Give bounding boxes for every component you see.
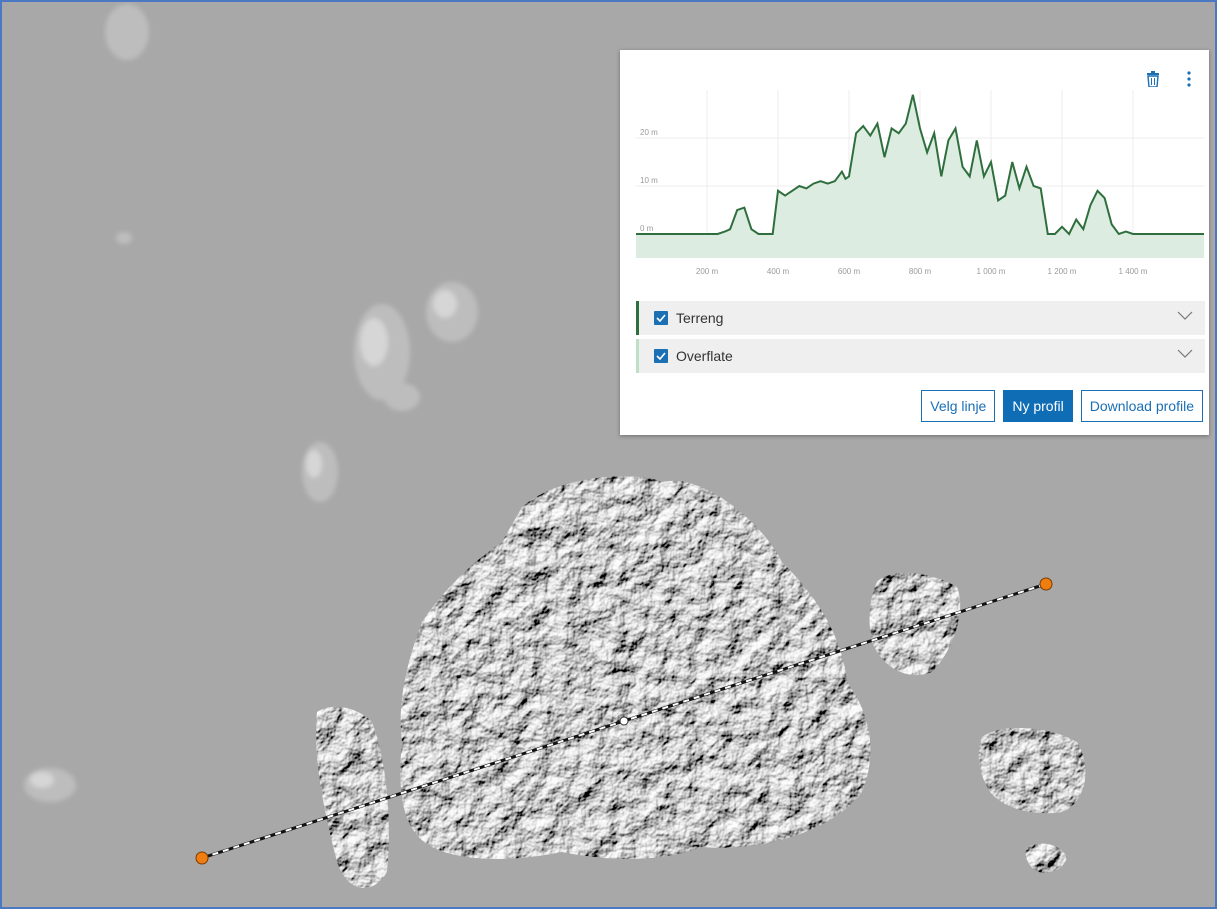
layer-row-terreng[interactable]: Terreng [636, 301, 1205, 335]
y-tick-label: 0 m [640, 224, 654, 233]
main-island-relief [316, 476, 1086, 889]
chevron-down-icon[interactable] [1177, 311, 1193, 321]
checkbox-overflate[interactable] [654, 349, 668, 363]
profile-midpoint-handle[interactable] [619, 716, 629, 726]
terrain-area-fill [636, 94, 1204, 258]
download-profile-button[interactable]: Download profile [1080, 390, 1203, 422]
elevation-chart: 0 m 10 m 20 m 200 m 400 m 600 m 800 m 1 000 m 1… [636, 90, 1204, 276]
select-line-button[interactable]: Velg linje [921, 390, 996, 422]
trash-icon[interactable] [1143, 68, 1163, 90]
layer-label-terreng: Terreng [676, 310, 724, 326]
checkmark-icon [656, 314, 666, 322]
layer-color-bar [636, 301, 639, 335]
new-profile-button[interactable]: Ny profil [1003, 390, 1073, 422]
checkmark-icon [656, 352, 666, 360]
terrain-profile-line [636, 94, 1204, 236]
y-tick-label: 20 m [640, 128, 658, 137]
chevron-down-icon[interactable] [1177, 349, 1193, 359]
profile-end-point[interactable] [1039, 577, 1053, 591]
island-highlights [30, 290, 457, 788]
layer-label-overflate: Overflate [676, 348, 733, 364]
x-tick-label: 1 400 m [1119, 267, 1148, 276]
x-tick-label: 800 m [909, 267, 932, 276]
profile-start-point[interactable] [195, 851, 209, 865]
x-axis-ticks: 200 m 400 m 600 m 800 m 1 000 m 1 200 m 1 400 … [696, 267, 1148, 276]
x-tick-label: 200 m [696, 267, 719, 276]
x-tick-label: 400 m [767, 267, 790, 276]
x-tick-label: 600 m [838, 267, 861, 276]
y-axis-ticks: 0 m 10 m 20 m [640, 128, 658, 233]
kebab-menu-icon[interactable] [1179, 68, 1199, 90]
layer-row-overflate[interactable]: Overflate [636, 339, 1205, 373]
layer-color-bar [636, 339, 639, 373]
x-tick-label: 1 000 m [977, 267, 1006, 276]
y-tick-label: 10 m [640, 176, 658, 185]
x-tick-label: 1 200 m [1048, 267, 1077, 276]
checkbox-terreng[interactable] [654, 311, 668, 325]
elevation-profile-panel: 0 m 10 m 20 m 200 m 400 m 600 m 800 m 1 000 m 1… [620, 50, 1209, 435]
